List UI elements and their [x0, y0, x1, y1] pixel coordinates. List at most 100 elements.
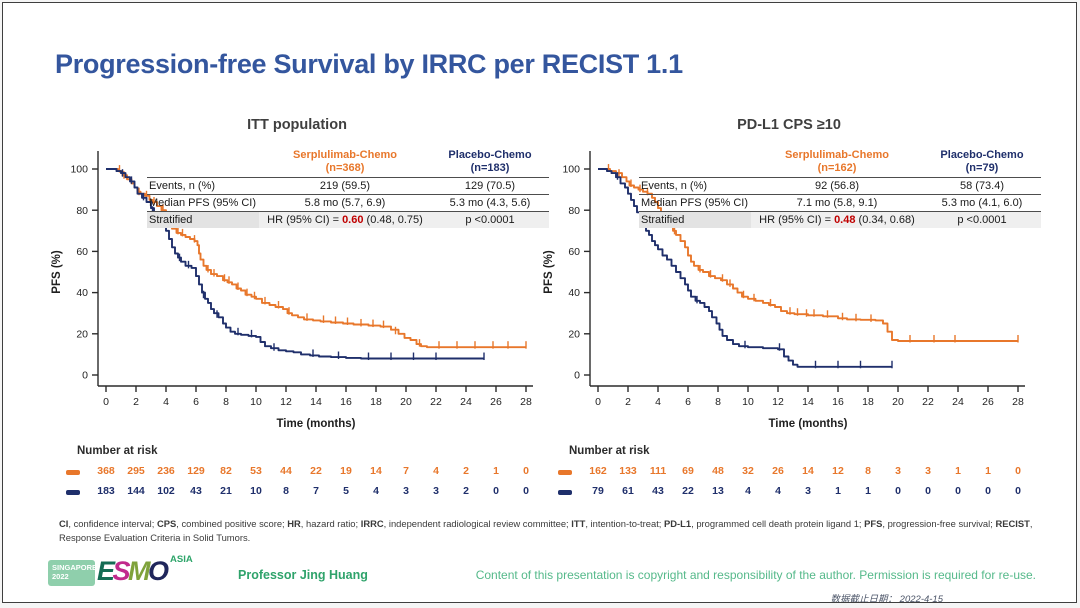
x-tick-label: 22: [430, 396, 442, 408]
risk-count: 82: [220, 465, 232, 477]
x-tick-label: 26: [982, 396, 994, 408]
risk-count: 144: [127, 485, 145, 497]
footnote-term: ITT: [571, 518, 586, 529]
y-axis-title: PFS (%): [51, 250, 63, 294]
y-tick-label: 40: [76, 287, 88, 299]
risk-row-placebo: 79 61 43 22 13 4 4 3 1 1 0 0 0 0 0: [533, 485, 1045, 500]
y-tick-label: 0: [574, 370, 580, 382]
risk-count: 61: [622, 485, 634, 497]
x-tick-label: 20: [400, 396, 412, 408]
x-tick-label: 28: [1012, 396, 1024, 408]
risk-count: 14: [802, 465, 814, 477]
y-tick-label: 100: [70, 164, 88, 176]
x-tick-label: 14: [802, 396, 814, 408]
p-value: p <0.0001: [465, 214, 515, 227]
x-tick-label: 16: [340, 396, 352, 408]
risk-count: 1: [493, 465, 499, 477]
risk-count: 10: [250, 485, 262, 497]
risk-count: 43: [190, 485, 202, 497]
series-swatch-serplulimab: [66, 470, 80, 475]
x-axis-title: Time (months): [768, 418, 847, 430]
y-tick-label: 0: [82, 370, 88, 382]
risk-count: 1: [835, 485, 841, 497]
summary-table-header: Serplulimab-Chemo (n=368) Placebo-Chemo (n=…: [147, 147, 549, 179]
footnote-term: CI: [59, 518, 69, 529]
footnote-term: PD-L1: [664, 518, 692, 529]
y-tick-label: 20: [568, 328, 580, 340]
risk-count: 0: [955, 485, 961, 497]
x-tick-label: 28: [520, 396, 532, 408]
risk-count: 4: [775, 485, 781, 497]
risk-count: 26: [772, 465, 784, 477]
risk-count: 4: [373, 485, 379, 497]
esmo-letter: O: [148, 556, 169, 586]
risk-count: 5: [343, 485, 349, 497]
y-tick-label: 60: [76, 246, 88, 258]
y-tick-label: 20: [76, 328, 88, 340]
footnote-term: RECIST: [995, 518, 1030, 529]
col-header-placebo: Placebo-Chemo (n=79): [940, 149, 1024, 174]
risk-count: 3: [403, 485, 409, 497]
y-tick-label: 80: [76, 205, 88, 217]
risk-count: 2: [463, 465, 469, 477]
esmo-letter: M: [128, 556, 151, 586]
risk-count: 69: [682, 465, 694, 477]
col-header-serplulimab: Serplulimab-Chemo (n=162): [785, 149, 889, 174]
risk-count: 43: [652, 485, 664, 497]
x-tick-label: 0: [595, 396, 601, 408]
risk-count: 1: [865, 485, 871, 497]
risk-count: 8: [283, 485, 289, 497]
summary-table-row: Events, n (%) 92 (56.8) 58 (73.4): [639, 178, 1041, 196]
page-title: Progression-free Survival by IRRC per RE…: [55, 49, 683, 79]
series-swatch-serplulimab: [558, 470, 572, 475]
logo-year-text: 2022: [52, 572, 69, 581]
panel-title: PD-L1 CPS ≥10: [737, 117, 841, 133]
risk-count: 0: [1015, 485, 1021, 497]
risk-count: 0: [1015, 465, 1021, 477]
hazard-ratio-value: 0.60: [342, 214, 364, 227]
km-panel: ITT population 0 2 4 6 8 10 12 14 16 18 20 22 24 26 28…: [41, 109, 553, 509]
risk-count: 12: [832, 465, 844, 477]
footnote-term: HR: [287, 518, 301, 529]
risk-count: 2: [463, 485, 469, 497]
summary-table-row: Median PFS (95% CI) 7.1 mo (5.8, 9.1) 5.3 …: [639, 195, 1041, 213]
y-axis-title: PFS (%): [543, 250, 555, 294]
risk-count: 3: [805, 485, 811, 497]
risk-count: 21: [220, 485, 232, 497]
x-tick-label: 8: [715, 396, 721, 408]
risk-count: 133: [619, 465, 637, 477]
risk-count: 8: [865, 465, 871, 477]
x-tick-label: 26: [490, 396, 502, 408]
x-tick-label: 6: [193, 396, 199, 408]
x-tick-label: 6: [685, 396, 691, 408]
y-tick-label: 40: [568, 287, 580, 299]
number-at-risk-label: Number at risk: [77, 445, 158, 457]
x-tick-label: 20: [892, 396, 904, 408]
risk-count: 0: [493, 485, 499, 497]
panel-title: ITT population: [247, 117, 347, 133]
stratified-hr-row: Stratified HR (95% CI) = 0.48 (0.34, 0.68…: [639, 212, 1041, 229]
risk-row-serplulimab: 162 133 111 69 48 32 26 14 12 8 3 3 1 1 0: [533, 465, 1045, 480]
singapore-2022-badge: SINGAPORE 2022: [48, 560, 97, 586]
risk-count: 1: [955, 465, 961, 477]
x-tick-label: 0: [103, 396, 109, 408]
x-tick-label: 22: [922, 396, 934, 408]
copyright-notice: Content of this presentation is copyrigh…: [475, 568, 1036, 582]
col-header-placebo: Placebo-Chemo (n=183): [448, 149, 532, 174]
x-tick-label: 10: [250, 396, 262, 408]
series-swatch-placebo: [558, 490, 572, 495]
risk-count: 102: [157, 485, 175, 497]
number-at-risk-label: Number at risk: [569, 445, 650, 457]
risk-count: 79: [592, 485, 604, 497]
esmo-letters: ESMO: [97, 556, 169, 587]
x-tick-label: 24: [952, 396, 964, 408]
risk-count: 3: [925, 465, 931, 477]
esmo-letter: S: [112, 556, 131, 586]
risk-count: 1: [985, 465, 991, 477]
risk-count: 22: [310, 465, 322, 477]
stratified-hr-row: Stratified HR (95% CI) = 0.60 (0.48, 0.75…: [147, 212, 549, 229]
series-swatch-placebo: [66, 490, 80, 495]
risk-count: 0: [523, 485, 529, 497]
risk-count: 14: [370, 465, 382, 477]
x-tick-label: 12: [772, 396, 784, 408]
